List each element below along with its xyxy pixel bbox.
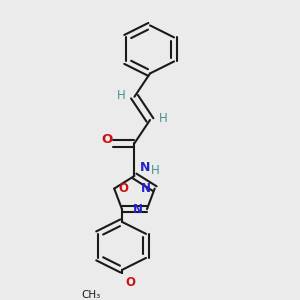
- Text: H: H: [159, 112, 167, 125]
- Text: O: O: [125, 276, 135, 289]
- Text: N: N: [140, 161, 150, 174]
- Text: H: H: [117, 89, 126, 102]
- Text: N: N: [133, 202, 143, 216]
- Text: CH₃: CH₃: [81, 290, 101, 300]
- Text: N: N: [140, 182, 151, 195]
- Text: H: H: [152, 164, 160, 177]
- Text: O: O: [102, 134, 113, 146]
- Text: O: O: [118, 182, 128, 195]
